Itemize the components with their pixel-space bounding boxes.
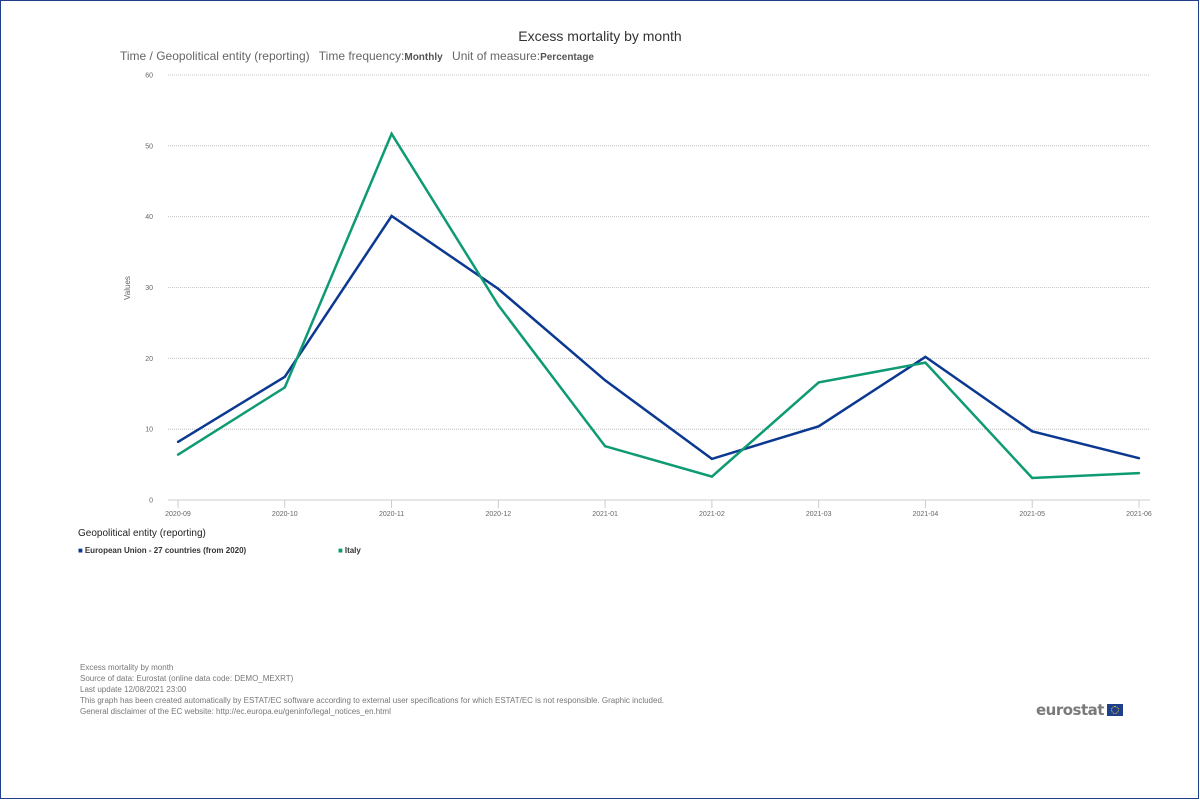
data-point[interactable] — [603, 379, 607, 382]
unit-label: Unit of measure: — [452, 49, 541, 63]
unit-value: Percentage — [540, 52, 594, 63]
y-tick-label: 20 — [145, 356, 153, 363]
line-chart: 0 10 20 30 40 50 60 2020-09 2020-10 2020-11 2020-1… — [123, 73, 1152, 519]
series-lines — [176, 131, 1141, 480]
data-point[interactable] — [176, 453, 180, 456]
legend-title: Geopolitical entity (reporting) — [78, 528, 206, 539]
data-point[interactable] — [1031, 476, 1034, 480]
logo-text: eurostat — [1036, 701, 1104, 719]
data-point[interactable] — [497, 287, 500, 291]
data-point[interactable] — [390, 214, 393, 218]
x-tick-label: 2021-02 — [699, 511, 725, 518]
y-tick-label: 40 — [145, 214, 153, 221]
x-tick-label: 2020-12 — [485, 511, 511, 518]
x-tick-label: 2021-06 — [1126, 511, 1152, 518]
frequency-label: Time frequency: — [318, 49, 405, 63]
data-point[interactable] — [1137, 471, 1141, 475]
x-tick-label: 2021-05 — [1019, 511, 1045, 518]
footer-source: Source of data: Eurostat (online data co… — [80, 674, 294, 683]
data-point[interactable] — [283, 375, 286, 378]
y-tick-label: 60 — [145, 73, 153, 80]
data-point[interactable] — [710, 457, 714, 461]
series-line-0[interactable] — [177, 214, 1140, 461]
data-point[interactable] — [817, 381, 820, 384]
x-tick-label: 2020-10 — [272, 511, 298, 518]
y-tick-label: 10 — [145, 427, 153, 434]
data-point[interactable] — [1031, 430, 1034, 433]
footer-disclaimer: General disclaimer of the EC website: ht… — [80, 707, 391, 716]
eurostat-logo[interactable]: eurostat — [1036, 700, 1123, 720]
x-tick-label: 2021-01 — [592, 511, 618, 518]
legend-item-italy[interactable]: ■ Italy — [338, 546, 361, 555]
legend-label-eu: European Union - 27 countries (from 2020… — [84, 546, 247, 555]
data-point[interactable] — [710, 475, 714, 478]
series-line-1[interactable] — [177, 131, 1140, 480]
y-axis-label: Values — [123, 276, 132, 300]
chart-footer: Excess mortality by month Source of data… — [80, 662, 664, 717]
frequency-value: Monthly — [404, 52, 443, 63]
data-point[interactable] — [924, 355, 927, 359]
legend-swatch-eu: ■ — [78, 546, 83, 555]
data-point[interactable] — [283, 386, 286, 389]
legend-swatch-italy: ■ — [338, 546, 343, 555]
data-point[interactable] — [497, 304, 500, 307]
axes: 0 10 20 30 40 50 60 2020-09 2020-10 2020-11 2020-1… — [123, 73, 1152, 519]
y-tick-label: 50 — [145, 143, 153, 150]
gridlines — [168, 74, 1150, 430]
footer-last-update: Last update 12/08/2021 23:00 — [80, 685, 187, 694]
data-point[interactable] — [603, 444, 607, 448]
x-tick-label: 2021-03 — [806, 511, 832, 518]
chart-title: Excess mortality by month — [518, 28, 682, 44]
chart-subtitle: Time / Geopolitical entity (reporting) T… — [120, 49, 594, 63]
x-tick-label: 2021-04 — [913, 511, 939, 518]
data-point[interactable] — [924, 361, 927, 364]
dimension-label: Time / Geopolitical entity (reporting) — [120, 49, 310, 63]
x-tick-label: 2020-11 — [379, 511, 404, 518]
data-point[interactable] — [176, 440, 180, 444]
footer-note: This graph has been created automaticall… — [80, 696, 665, 705]
y-tick-label: 30 — [145, 285, 153, 292]
data-point[interactable] — [1137, 457, 1141, 460]
data-point[interactable] — [390, 132, 393, 135]
x-tick-label: 2020-09 — [165, 511, 191, 518]
eu-flag-icon — [1106, 704, 1123, 716]
legend-label-italy: Italy — [344, 546, 361, 555]
y-tick-label: 0 — [149, 498, 153, 505]
legend-item-eu[interactable]: ■ European Union - 27 countries (from 202… — [78, 546, 246, 555]
footer-title: Excess mortality by month — [80, 663, 174, 672]
data-point[interactable] — [817, 425, 820, 428]
